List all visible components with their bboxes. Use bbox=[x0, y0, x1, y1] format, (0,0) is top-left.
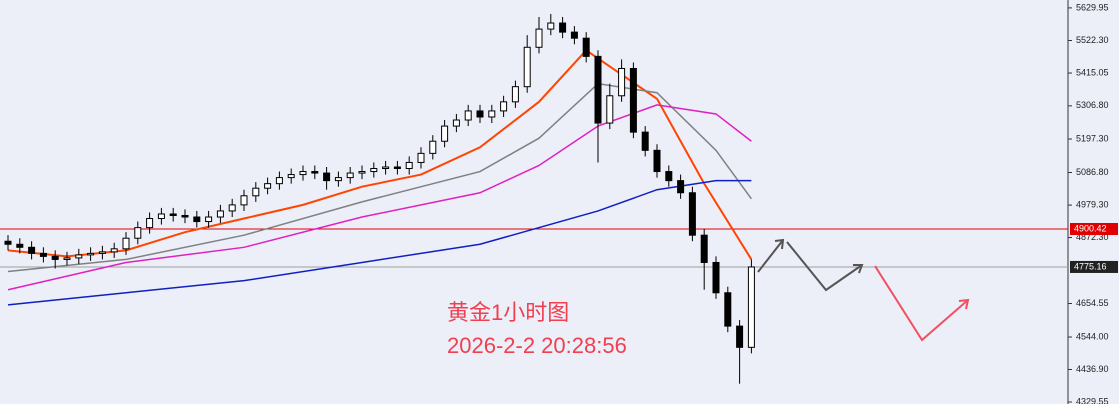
candle-body bbox=[205, 216, 213, 223]
moving-average bbox=[7, 179, 752, 306]
candle-body bbox=[511, 86, 519, 103]
candle-body bbox=[594, 55, 602, 124]
moving-average bbox=[7, 104, 752, 291]
candle-body bbox=[4, 240, 12, 245]
candle-body bbox=[358, 171, 366, 174]
candle-body bbox=[464, 110, 472, 121]
candle-body bbox=[724, 292, 732, 327]
candle-body bbox=[700, 234, 708, 263]
y-tick-label: 4872.30 bbox=[1076, 232, 1109, 242]
candle-body bbox=[641, 131, 649, 151]
candle-body bbox=[51, 255, 59, 260]
candle-body bbox=[370, 168, 378, 173]
arrow bbox=[786, 241, 863, 292]
moving-average bbox=[7, 82, 753, 273]
candle-body bbox=[393, 166, 401, 170]
candle-body bbox=[582, 37, 590, 57]
candle-body bbox=[405, 161, 413, 170]
arrow-head bbox=[774, 238, 785, 250]
candle-body bbox=[417, 152, 425, 163]
candle-body bbox=[299, 171, 307, 176]
candle-body bbox=[653, 149, 661, 173]
candle-body bbox=[747, 266, 755, 348]
candle-body bbox=[606, 95, 614, 124]
candle-body bbox=[98, 251, 106, 254]
candle-body bbox=[736, 325, 744, 348]
candle-body bbox=[287, 174, 295, 179]
candle-body bbox=[16, 243, 24, 248]
candle-body bbox=[75, 254, 83, 259]
candle-body bbox=[28, 246, 36, 254]
candle-body bbox=[629, 67, 637, 133]
price-label-box bbox=[1070, 222, 1118, 235]
y-tick-label: 4329.55 bbox=[1076, 396, 1109, 404]
candle-body bbox=[334, 177, 342, 182]
candle-body bbox=[323, 172, 331, 182]
candle-body bbox=[382, 166, 390, 170]
candle-body bbox=[39, 252, 47, 257]
candle-body bbox=[264, 183, 272, 189]
candle-body bbox=[547, 22, 555, 30]
candle-body bbox=[500, 101, 508, 112]
candle-body bbox=[618, 67, 626, 97]
annotation: 2026-2-2 20:28:56 bbox=[447, 333, 627, 358]
candle-body bbox=[535, 28, 543, 48]
candle-body bbox=[452, 119, 460, 127]
arrow bbox=[757, 239, 784, 273]
price-label: 4900.42 bbox=[1074, 223, 1107, 233]
candle-body bbox=[134, 227, 142, 239]
y-tick-label: 5086.80 bbox=[1076, 167, 1109, 177]
price-label: 4775.16 bbox=[1074, 261, 1107, 271]
candle-body bbox=[110, 248, 118, 253]
annotation: 黄金1小时图 bbox=[447, 300, 569, 325]
candle-body bbox=[193, 216, 201, 223]
candle-body bbox=[122, 237, 130, 250]
y-tick-label: 5522.30 bbox=[1076, 35, 1109, 45]
candle-body bbox=[712, 261, 720, 294]
candle-body bbox=[559, 22, 567, 33]
candle-body bbox=[169, 213, 177, 216]
candle-body bbox=[311, 171, 319, 174]
candle-body bbox=[63, 257, 71, 260]
y-tick-label: 5306.80 bbox=[1076, 100, 1109, 110]
y-tick-label: 4436.90 bbox=[1076, 364, 1109, 374]
y-tick-label: 4654.55 bbox=[1076, 298, 1109, 308]
y-tick-label: 5415.05 bbox=[1076, 67, 1109, 77]
candle-body bbox=[570, 31, 578, 39]
candle-body bbox=[157, 213, 165, 220]
candle-body bbox=[677, 180, 685, 194]
candle-body bbox=[87, 252, 95, 256]
candle-body bbox=[476, 110, 484, 118]
candle-body bbox=[228, 204, 236, 212]
candle-body bbox=[429, 140, 437, 154]
y-tick-label: 4979.30 bbox=[1076, 199, 1109, 209]
candle-body bbox=[275, 177, 283, 185]
candle-body bbox=[488, 110, 496, 118]
candle-body bbox=[240, 195, 248, 206]
arrow bbox=[874, 265, 969, 342]
candle-body bbox=[441, 125, 449, 142]
candle-body bbox=[688, 192, 696, 236]
y-tick-label: 4544.00 bbox=[1076, 331, 1109, 341]
y-tick-label: 5197.30 bbox=[1076, 133, 1109, 143]
price-label-box bbox=[1070, 260, 1118, 273]
candle-body bbox=[523, 46, 531, 88]
candle-body bbox=[346, 172, 354, 179]
y-tick-label: 5629.95 bbox=[1076, 2, 1109, 12]
arrow-head bbox=[958, 298, 970, 310]
candle-body bbox=[146, 218, 154, 229]
candle-body bbox=[252, 187, 260, 197]
arrow-head bbox=[853, 264, 864, 274]
candle-body bbox=[181, 214, 189, 218]
candle-body bbox=[665, 171, 673, 182]
candle-body bbox=[216, 210, 224, 218]
